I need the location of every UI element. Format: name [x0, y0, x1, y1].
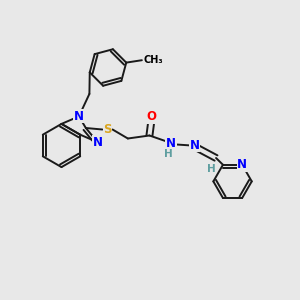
Text: N: N: [237, 158, 247, 171]
Text: O: O: [147, 110, 157, 123]
Text: H: H: [207, 164, 216, 174]
Text: N: N: [190, 139, 200, 152]
Text: N: N: [74, 110, 84, 123]
Text: S: S: [103, 123, 112, 136]
Text: H: H: [164, 149, 173, 159]
Text: N: N: [166, 136, 176, 149]
Text: N: N: [93, 136, 103, 149]
Text: CH₃: CH₃: [143, 55, 163, 65]
